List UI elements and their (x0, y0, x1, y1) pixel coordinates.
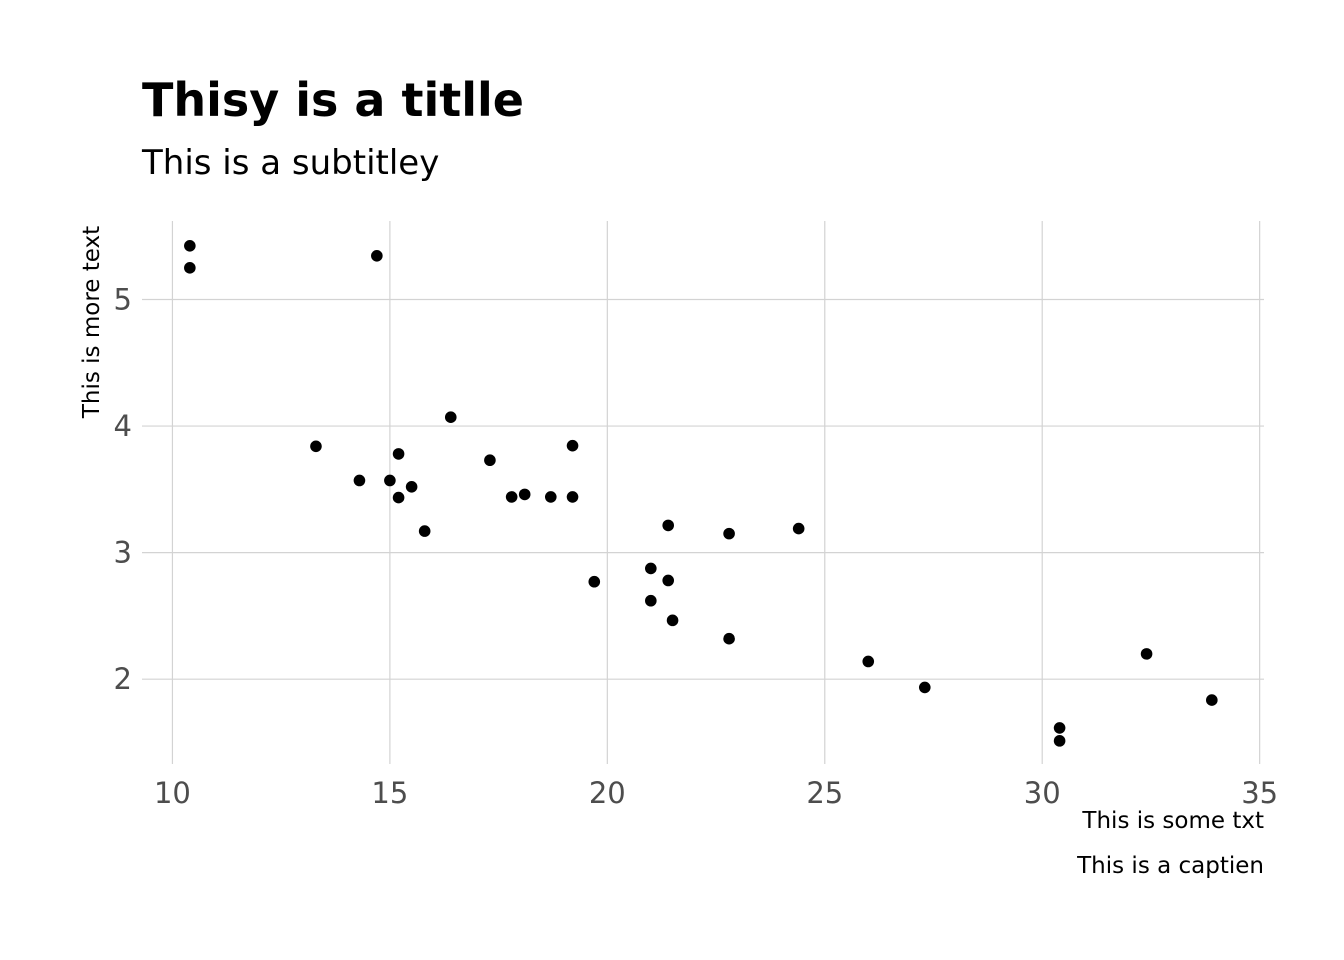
data-point (1053, 735, 1066, 747)
data-point (662, 574, 675, 587)
y-tick-label: 4 (114, 409, 132, 443)
y-tick-label: 2 (114, 662, 132, 696)
x-tick-label: 35 (1241, 776, 1278, 810)
data-point (862, 655, 875, 668)
data-point (1140, 648, 1153, 660)
data-point (645, 594, 657, 607)
chart-caption: This is a captien (1076, 853, 1264, 879)
data-point (444, 411, 457, 423)
x-axis-label: This is some txt (1081, 808, 1264, 834)
data-point (723, 632, 735, 645)
data-point (544, 491, 557, 503)
x-tick-label: 10 (154, 776, 191, 810)
data-point (666, 614, 679, 627)
data-point (588, 575, 601, 588)
y-tick-label: 3 (114, 536, 132, 570)
x-tick-label: 30 (1024, 776, 1061, 810)
data-points (184, 240, 1218, 747)
data-point (392, 448, 405, 460)
y-tick-label: 5 (114, 282, 132, 316)
data-point (1053, 722, 1066, 734)
data-point (418, 525, 431, 537)
data-point (1206, 694, 1218, 706)
data-point (518, 488, 531, 501)
data-point (566, 491, 579, 503)
x-tick-label: 25 (806, 776, 843, 810)
data-point (392, 491, 405, 504)
data-point (662, 519, 675, 532)
data-point (792, 522, 805, 535)
data-point (484, 454, 496, 467)
data-point (723, 527, 735, 540)
data-point (645, 562, 657, 575)
data-point (371, 250, 383, 262)
y-axis-label: This is more text (79, 226, 105, 419)
x-tick-label: 15 (371, 776, 408, 810)
data-point (918, 681, 931, 694)
data-point (184, 262, 196, 274)
data-point (310, 440, 322, 453)
x-tick-label: 20 (589, 776, 626, 810)
chart-title: Thisy is a titlle (142, 73, 524, 127)
data-point (353, 474, 366, 487)
data-point (566, 439, 579, 452)
data-point (384, 474, 396, 487)
tick-labels: 10 15 20 25 30 35 2 3 4 5 (114, 282, 1279, 810)
chart-subtitle: This is a subtitley (141, 143, 439, 183)
data-point (405, 481, 418, 493)
grid-lines (142, 221, 1264, 764)
data-point (184, 240, 196, 252)
data-point (505, 491, 518, 503)
